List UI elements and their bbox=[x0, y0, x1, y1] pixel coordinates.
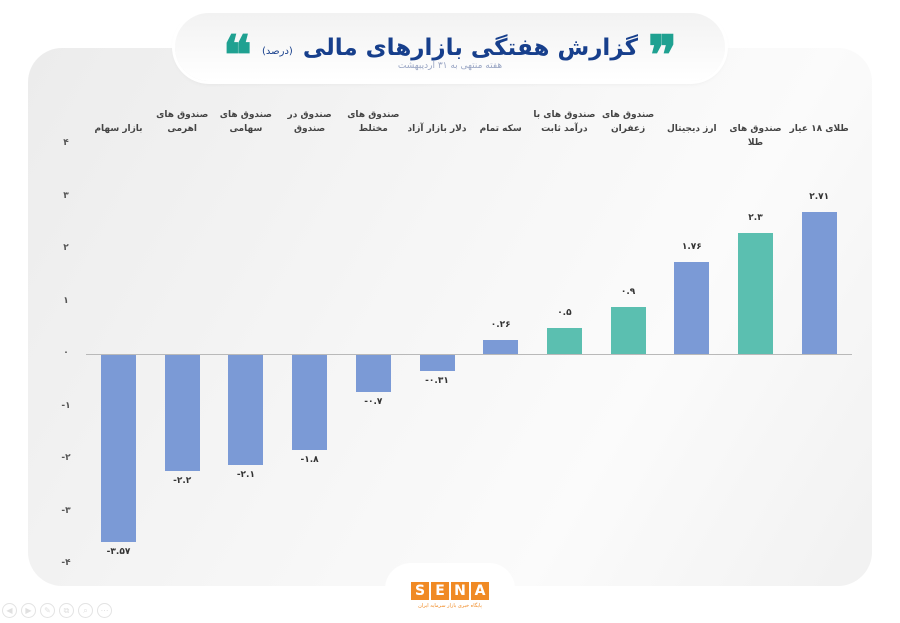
bar bbox=[546, 327, 582, 354]
y-tick-label: ۳ bbox=[63, 190, 69, 201]
bar bbox=[738, 233, 773, 354]
category-label: ارز دیجیتال bbox=[666, 124, 717, 134]
previous-icon[interactable]: ◀ bbox=[2, 603, 17, 618]
edit-icon[interactable]: ✎ bbox=[40, 603, 55, 618]
category-label: صندوق های مختلط bbox=[347, 110, 400, 134]
category-label: صندوق های طلا bbox=[729, 124, 782, 148]
bar-value-label: -۲.۲ bbox=[173, 475, 192, 486]
copy-icon[interactable]: ⧉ bbox=[59, 603, 74, 618]
category-label: صندوق در صندوق bbox=[287, 110, 332, 134]
subtitle: هفته منتهی به ۳۱ اردیبهشت bbox=[397, 61, 503, 71]
logo-letter: N bbox=[451, 582, 469, 600]
bar bbox=[164, 355, 200, 471]
y-tick-label: -۳ bbox=[61, 505, 71, 516]
open-quote-icon: ❝ bbox=[222, 23, 252, 87]
category-label: صندوق های زعفران bbox=[601, 110, 655, 134]
title-unit: (درصد) bbox=[261, 45, 293, 57]
bar-value-label: ۲.۳ bbox=[748, 213, 763, 224]
title-banner: ❝ (درصد) گزارش هفتگی بازارهای مالی ❞ هفت… bbox=[175, 13, 725, 87]
bar bbox=[674, 261, 710, 354]
category-label: صندوق های اهرمی bbox=[156, 110, 209, 134]
logo-tagline: پایگاه خبری بازار سرمایه ایران bbox=[418, 603, 482, 609]
zoom-icon[interactable]: ⌕ bbox=[78, 603, 93, 618]
bar-value-label: ۰.۵ bbox=[557, 307, 572, 318]
bar-value-label: -۱.۸ bbox=[300, 454, 319, 465]
y-tick-label: -۴ bbox=[61, 558, 71, 568]
chart-card bbox=[28, 48, 872, 586]
bar-value-label: ۰.۲۶ bbox=[490, 320, 511, 331]
logo-letter: S bbox=[411, 582, 429, 600]
bar-value-label: -۳.۵۷ bbox=[106, 547, 131, 558]
play-icon[interactable]: ▶ bbox=[21, 603, 36, 618]
category-label: صندوق های سهامی bbox=[219, 110, 272, 134]
bar-value-label: ۰.۹ bbox=[620, 286, 636, 297]
category-label: دلار بازار آزاد bbox=[407, 124, 467, 134]
page-title: گزارش هفتگی بازارهای مالی bbox=[302, 35, 638, 61]
bar bbox=[228, 355, 264, 466]
zero-axis-line bbox=[86, 354, 852, 355]
category-label: صندوق های با درآمد ثابت bbox=[533, 110, 596, 134]
logo-letter: A bbox=[471, 582, 489, 600]
y-tick-label: ۱ bbox=[63, 295, 69, 306]
y-tick-label: ۰ bbox=[63, 348, 69, 358]
y-tick-label: ۲ bbox=[63, 243, 69, 253]
viewer-toolbar: ◀ ▶ ✎ ⧉ ⌕ ⋯ bbox=[2, 603, 112, 618]
y-tick-label: -۱ bbox=[61, 400, 71, 411]
more-icon[interactable]: ⋯ bbox=[97, 603, 112, 618]
bar-value-label: -۰.۳۱ bbox=[425, 376, 449, 387]
category-label: سکه تمام bbox=[479, 124, 522, 134]
category-label: بازار سهام bbox=[94, 124, 143, 134]
category-label: طلای ۱۸ عیار bbox=[789, 124, 849, 134]
logo-background bbox=[385, 563, 515, 623]
bar-value-label: -۲.۱ bbox=[236, 470, 255, 481]
bar-value-label: ۱.۷۶ bbox=[681, 241, 702, 252]
bar bbox=[801, 211, 837, 354]
bar-value-label: -۰.۷ bbox=[364, 396, 383, 407]
bar-value-label: ۲.۷۱ bbox=[809, 191, 830, 202]
bar bbox=[419, 355, 455, 372]
bar bbox=[483, 340, 519, 354]
bar bbox=[355, 355, 391, 392]
bar bbox=[101, 355, 136, 543]
y-tick-label: ۴ bbox=[63, 138, 69, 148]
y-tick-label: -۲ bbox=[61, 453, 71, 463]
bar bbox=[292, 355, 328, 450]
close-quote-icon: ❞ bbox=[648, 23, 678, 87]
logo-letter: E bbox=[431, 582, 449, 600]
bar bbox=[610, 306, 646, 354]
